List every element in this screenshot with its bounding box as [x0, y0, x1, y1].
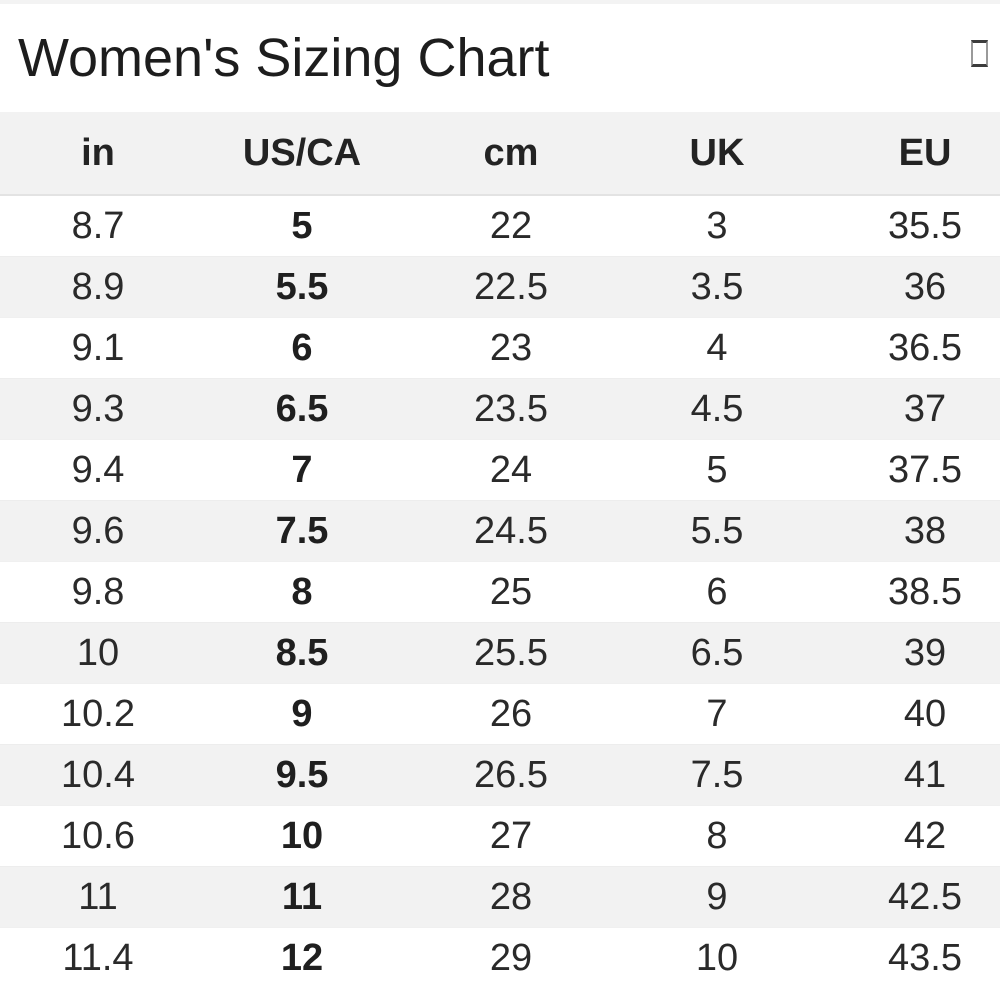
table-cell: 23	[408, 317, 614, 379]
page-header: Women's Sizing Chart	[0, 4, 1000, 112]
table-cell: 10	[196, 805, 408, 867]
table-row: 9.1 6 23 4 36.5	[0, 317, 1000, 379]
table-cell: 7.5	[614, 744, 820, 806]
table-cell: 38	[820, 500, 1000, 562]
table-cell: 9.3	[0, 378, 196, 440]
table-cell: 6	[196, 317, 408, 379]
table-cell: 35.5	[820, 194, 1000, 257]
table-cell: 10	[614, 927, 820, 988]
table-cell: 10	[0, 622, 196, 684]
page-title: Women's Sizing Chart	[18, 28, 550, 88]
table-cell: 9.4	[0, 439, 196, 501]
table-cell: 7	[196, 439, 408, 501]
sizing-table: in US/CA cm UK EU 8.7 5 22 3 35.5 8.9 5.5 22.5 3.5 36…	[0, 112, 1000, 988]
table-cell: 22.5	[408, 256, 614, 318]
table-cell: 9	[614, 866, 820, 928]
table-cell: 28	[408, 866, 614, 928]
table-cell: 8	[196, 561, 408, 623]
table-cell: 7	[614, 683, 820, 745]
column-header-us-ca: US/CA	[196, 112, 408, 196]
table-header: in US/CA cm UK EU	[0, 112, 1000, 196]
table-cell: 6.5	[196, 378, 408, 440]
table-row: 8.9 5.5 22.5 3.5 36	[0, 256, 1000, 318]
table-cell: 8.5	[196, 622, 408, 684]
column-header-in: in	[0, 112, 196, 196]
table-row: 11.4 12 29 10 43.5	[0, 927, 1000, 988]
table-cell: 8.9	[0, 256, 196, 318]
table-row: 9.3 6.5 23.5 4.5 37	[0, 378, 1000, 440]
table-cell: 24	[408, 439, 614, 501]
table-cell: 7.5	[196, 500, 408, 562]
table-cell: 5.5	[614, 500, 820, 562]
table-cell: 11.4	[0, 927, 196, 988]
table-row: 8.7 5 22 3 35.5	[0, 194, 1000, 257]
table-cell: 5	[614, 439, 820, 501]
table-cell: 26.5	[408, 744, 614, 806]
table-cell: 42	[820, 805, 1000, 867]
table-cell: 25.5	[408, 622, 614, 684]
table-cell: 3	[614, 194, 820, 257]
table-cell: 10.6	[0, 805, 196, 867]
table-cell: 8.7	[0, 194, 196, 257]
column-header-eu: EU	[820, 112, 1000, 196]
table-row: 9.6 7.5 24.5 5.5 38	[0, 500, 1000, 562]
table-cell: 6	[614, 561, 820, 623]
table-cell: 37	[820, 378, 1000, 440]
table-cell: 9.6	[0, 500, 196, 562]
table-cell: 8	[614, 805, 820, 867]
table-cell: 40	[820, 683, 1000, 745]
table-cell: 22	[408, 194, 614, 257]
table-cell: 12	[196, 927, 408, 988]
header-row: in US/CA cm UK EU	[0, 112, 1000, 196]
table-cell: 4.5	[614, 378, 820, 440]
table-cell: 37.5	[820, 439, 1000, 501]
table-cell: 9.5	[196, 744, 408, 806]
table-cell: 39	[820, 622, 1000, 684]
column-header-cm: cm	[408, 112, 614, 196]
table-cell: 23.5	[408, 378, 614, 440]
table-cell: 29	[408, 927, 614, 988]
table-row: 10 8.5 25.5 6.5 39	[0, 622, 1000, 684]
table-cell: 10.4	[0, 744, 196, 806]
table-cell: 36	[820, 256, 1000, 318]
table-row: 10.6 10 27 8 42	[0, 805, 1000, 867]
table-cell: 3.5	[614, 256, 820, 318]
table-cell: 36.5	[820, 317, 1000, 379]
table-cell: 5	[196, 194, 408, 257]
table-cell: 41	[820, 744, 1000, 806]
table-cell: 9	[196, 683, 408, 745]
page-top-divider	[0, 0, 1000, 4]
table-cell: 10.2	[0, 683, 196, 745]
column-header-uk: UK	[614, 112, 820, 196]
table-cell: 9.1	[0, 317, 196, 379]
table-row: 9.8 8 25 6 38.5	[0, 561, 1000, 623]
table-cell: 38.5	[820, 561, 1000, 623]
table-body: 8.7 5 22 3 35.5 8.9 5.5 22.5 3.5 36 9.1 6 23 4 36.5 9.3…	[0, 194, 1000, 988]
table-row: 9.4 7 24 5 37.5	[0, 439, 1000, 501]
table-cell: 11	[0, 866, 196, 928]
table-row: 10.2 9 26 7 40	[0, 683, 1000, 745]
table-cell: 4	[614, 317, 820, 379]
table-cell: 24.5	[408, 500, 614, 562]
table-cell: 11	[196, 866, 408, 928]
table-cell: 25	[408, 561, 614, 623]
missing-glyph-box-icon	[971, 39, 988, 67]
table-cell: 26	[408, 683, 614, 745]
table-row: 11 11 28 9 42.5	[0, 866, 1000, 928]
table-cell: 42.5	[820, 866, 1000, 928]
table-cell: 5.5	[196, 256, 408, 318]
table-cell: 6.5	[614, 622, 820, 684]
table-cell: 9.8	[0, 561, 196, 623]
table-row: 10.4 9.5 26.5 7.5 41	[0, 744, 1000, 806]
table-cell: 43.5	[820, 927, 1000, 988]
table-cell: 27	[408, 805, 614, 867]
